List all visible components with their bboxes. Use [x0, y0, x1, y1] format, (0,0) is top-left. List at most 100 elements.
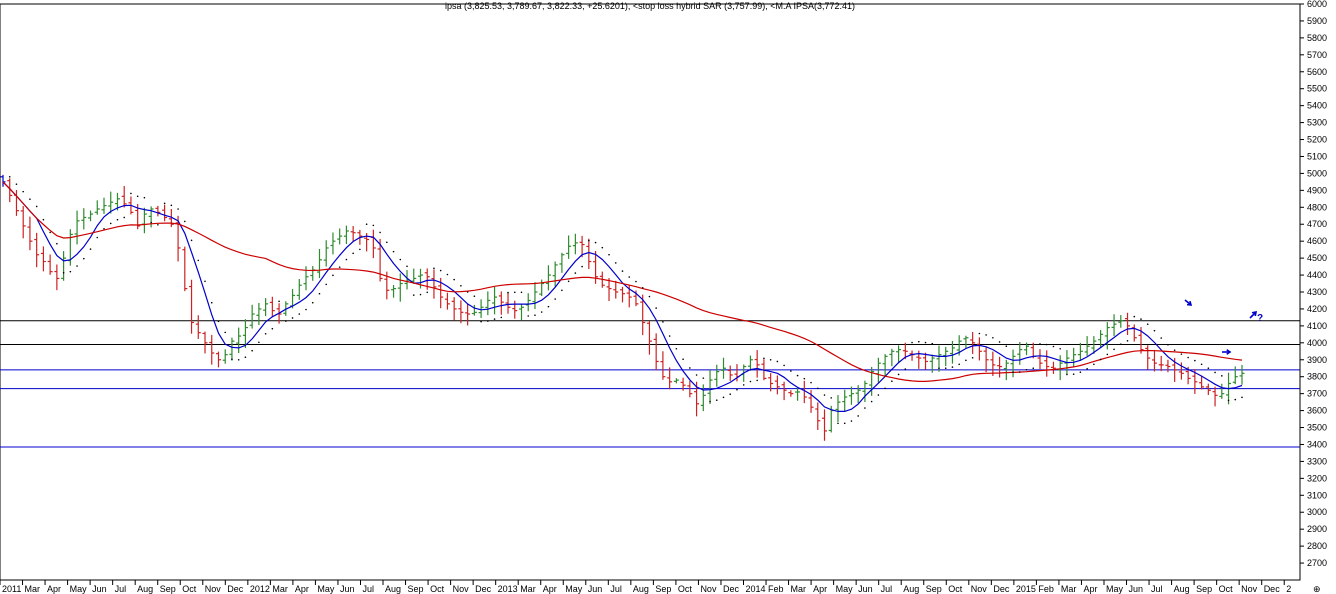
y-tick-label: 4000: [1307, 338, 1327, 348]
x-tick-label: May: [565, 584, 583, 594]
y-tick-label: 3500: [1307, 423, 1327, 433]
sar-dot: [857, 415, 859, 417]
sar-dot: [520, 291, 523, 294]
sar-dot: [83, 257, 85, 260]
sar-dot: [567, 280, 570, 283]
x-tick-label: Aug: [137, 584, 153, 594]
sar-dot: [594, 241, 597, 244]
x-tick-label: Dec: [723, 584, 740, 594]
ohlc-bar: [162, 204, 168, 222]
ohlc-bars: [0, 174, 1245, 441]
sar-dot: [1045, 343, 1048, 346]
ohlc-bar: [1003, 359, 1009, 381]
ohlc-bar: [1104, 322, 1110, 350]
ohlc-bar: [990, 351, 996, 376]
sar-dot: [1066, 373, 1068, 376]
x-tick-label: May: [317, 584, 335, 594]
ohlc-bar: [397, 273, 403, 302]
y-tick-label: 3400: [1307, 439, 1327, 449]
sar-dot: [157, 224, 159, 226]
ohlc-bar: [1057, 355, 1063, 381]
sar-dot: [372, 224, 375, 227]
sar-dot: [682, 358, 684, 361]
ohlc-bar: [869, 366, 875, 396]
ohlc-bar: [963, 335, 969, 349]
ohlc-bar: [370, 229, 376, 259]
sar-dot: [965, 359, 967, 362]
ohlc-bar: [1044, 350, 1050, 377]
x-tick-label: Jun: [1129, 584, 1144, 594]
sar-dot: [621, 270, 624, 272]
sar-dot: [56, 242, 58, 245]
x-axis: 2011 Mar Apr May Jun Jul Aug Sep Oct Nov Dec 2012 Ma…: [0, 580, 1291, 594]
sar-dot: [574, 272, 577, 274]
sar-dot: [217, 320, 220, 323]
ohlc-bar: [754, 350, 760, 378]
ohlc-bar: [653, 333, 659, 371]
ohlc-bar: [229, 337, 235, 361]
ohlc-bar: [889, 348, 895, 367]
ohlc-bar: [202, 331, 208, 354]
sar-dot: [1113, 348, 1115, 351]
ohlc-bar: [1125, 312, 1131, 336]
sar-dot: [864, 407, 866, 409]
x-tick-label: Jul: [1151, 584, 1163, 594]
ohlc-bar: [34, 232, 40, 268]
ohlc-bar: [249, 304, 255, 329]
ohlc-bar: [492, 286, 498, 315]
sar-dot: [911, 341, 913, 344]
sar-dot: [924, 341, 927, 344]
x-tick-label: May: [1106, 584, 1124, 594]
sar-dot: [776, 360, 779, 363]
sar-dot: [1140, 318, 1142, 320]
sar-dot: [655, 307, 657, 309]
y-tick-label: 5900: [1307, 16, 1327, 26]
ohlc-bar: [936, 345, 942, 372]
sar-dot: [722, 396, 725, 399]
sar-dot: [1167, 344, 1169, 346]
sar-dot: [473, 295, 476, 298]
ohlc-bar: [1037, 349, 1043, 370]
sar-dot: [224, 331, 227, 334]
ohlc-bar: [512, 300, 518, 319]
x-tick-label: Feb: [1038, 584, 1054, 594]
sar-dot: [49, 231, 51, 234]
ohlc-bar: [54, 264, 60, 291]
sar-dot: [109, 222, 112, 225]
sar-dot: [487, 320, 489, 322]
sar-dot: [1093, 363, 1095, 366]
sar-dot: [136, 195, 139, 198]
sar-dot: [628, 276, 631, 278]
ohlc-bar: [263, 298, 269, 317]
x-tick-label: Nov: [700, 584, 717, 594]
x-tick-label: 2013: [498, 584, 518, 594]
ohlc-bar: [7, 178, 13, 203]
ohlc-bar: [451, 297, 457, 321]
sar-dot: [345, 258, 348, 261]
x-tick-label: Oct: [948, 584, 963, 594]
ohlc-bar: [1118, 315, 1124, 328]
sar-dot: [412, 294, 415, 296]
sar-dot: [210, 301, 213, 304]
sar-dot: [958, 363, 960, 366]
sar-dot: [305, 308, 307, 311]
sar-dot: [379, 231, 381, 234]
sar-dot: [1059, 347, 1061, 350]
sar-dot: [204, 280, 206, 283]
sar-dot: [1072, 373, 1075, 375]
sar-dot: [130, 192, 132, 195]
sar-dot: [601, 246, 604, 249]
ohlc-bar: [1199, 375, 1205, 390]
sar-dot: [325, 283, 328, 286]
annotation-question: ?: [1257, 313, 1263, 324]
sar-dot: [931, 342, 934, 345]
y-tick-label: 5000: [1307, 168, 1327, 178]
ohlc-bar: [1010, 349, 1016, 378]
sar-dot: [184, 220, 186, 223]
sar-dot: [709, 400, 711, 403]
sar-dot: [251, 349, 253, 352]
corner-glyph: ⊕: [1313, 584, 1321, 594]
sar-dot: [231, 358, 233, 361]
x-tick-label: Sep: [408, 584, 424, 594]
